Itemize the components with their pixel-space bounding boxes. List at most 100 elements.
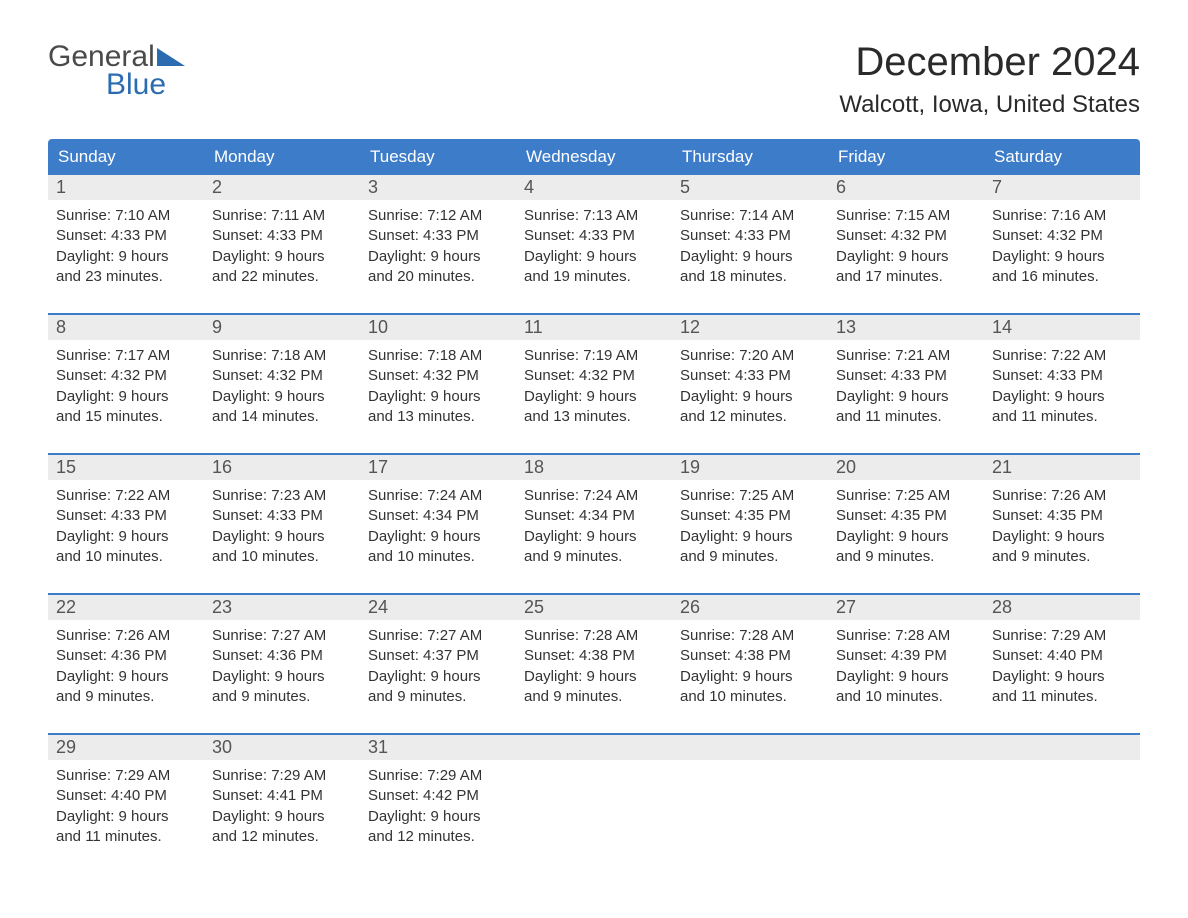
week-row: 1Sunrise: 7:10 AMSunset: 4:33 PMDaylight… <box>48 175 1140 295</box>
day-sunrise: Sunrise: 7:24 AM <box>524 486 664 506</box>
day-number: . <box>828 735 984 760</box>
day-d2: and 9 minutes. <box>212 687 352 707</box>
day-cell: 21Sunrise: 7:26 AMSunset: 4:35 PMDayligh… <box>984 455 1140 575</box>
day-d1: Daylight: 9 hours <box>368 667 508 687</box>
day-d1: Daylight: 9 hours <box>836 527 976 547</box>
day-sunrise: Sunrise: 7:18 AM <box>368 346 508 366</box>
day-sunrise: Sunrise: 7:14 AM <box>680 206 820 226</box>
day-d1: Daylight: 9 hours <box>56 527 196 547</box>
location: Walcott, Iowa, United States <box>839 91 1140 119</box>
day-d1: Daylight: 9 hours <box>992 247 1132 267</box>
day-d1: Daylight: 9 hours <box>368 807 508 827</box>
day-sunrise: Sunrise: 7:17 AM <box>56 346 196 366</box>
day-number: . <box>516 735 672 760</box>
day-number: 13 <box>828 315 984 340</box>
day-d2: and 9 minutes. <box>524 547 664 567</box>
day-cell: 20Sunrise: 7:25 AMSunset: 4:35 PMDayligh… <box>828 455 984 575</box>
day-body: Sunrise: 7:28 AMSunset: 4:38 PMDaylight:… <box>672 620 828 715</box>
day-cell: 23Sunrise: 7:27 AMSunset: 4:36 PMDayligh… <box>204 595 360 715</box>
day-sunset: Sunset: 4:33 PM <box>524 226 664 246</box>
title-block: December 2024 Walcott, Iowa, United Stat… <box>839 40 1140 119</box>
day-sunset: Sunset: 4:33 PM <box>368 226 508 246</box>
day-sunset: Sunset: 4:36 PM <box>212 646 352 666</box>
day-d2: and 10 minutes. <box>212 547 352 567</box>
day-sunrise: Sunrise: 7:25 AM <box>680 486 820 506</box>
day-d2: and 12 minutes. <box>680 407 820 427</box>
day-d1: Daylight: 9 hours <box>212 387 352 407</box>
day-sunset: Sunset: 4:36 PM <box>56 646 196 666</box>
calendar: Sunday Monday Tuesday Wednesday Thursday… <box>48 139 1140 855</box>
day-number: 9 <box>204 315 360 340</box>
day-sunset: Sunset: 4:37 PM <box>368 646 508 666</box>
day-d2: and 9 minutes. <box>368 687 508 707</box>
day-cell: 22Sunrise: 7:26 AMSunset: 4:36 PMDayligh… <box>48 595 204 715</box>
day-sunrise: Sunrise: 7:21 AM <box>836 346 976 366</box>
day-sunrise: Sunrise: 7:29 AM <box>212 766 352 786</box>
day-body: Sunrise: 7:13 AMSunset: 4:33 PMDaylight:… <box>516 200 672 295</box>
day-number: 27 <box>828 595 984 620</box>
day-sunrise: Sunrise: 7:24 AM <box>368 486 508 506</box>
day-body: Sunrise: 7:21 AMSunset: 4:33 PMDaylight:… <box>828 340 984 435</box>
day-d2: and 10 minutes. <box>680 687 820 707</box>
day-body: Sunrise: 7:14 AMSunset: 4:33 PMDaylight:… <box>672 200 828 295</box>
day-sunset: Sunset: 4:35 PM <box>836 506 976 526</box>
day-d2: and 9 minutes. <box>56 687 196 707</box>
day-cell: 15Sunrise: 7:22 AMSunset: 4:33 PMDayligh… <box>48 455 204 575</box>
day-d1: Daylight: 9 hours <box>992 667 1132 687</box>
day-d2: and 13 minutes. <box>524 407 664 427</box>
day-d2: and 9 minutes. <box>992 547 1132 567</box>
weeks-container: 1Sunrise: 7:10 AMSunset: 4:33 PMDaylight… <box>48 175 1140 855</box>
day-body: Sunrise: 7:26 AMSunset: 4:35 PMDaylight:… <box>984 480 1140 575</box>
day-d2: and 11 minutes. <box>836 407 976 427</box>
day-sunrise: Sunrise: 7:19 AM <box>524 346 664 366</box>
brand-text-bottom: Blue <box>106 68 166 102</box>
day-body: Sunrise: 7:25 AMSunset: 4:35 PMDaylight:… <box>828 480 984 575</box>
day-d1: Daylight: 9 hours <box>368 387 508 407</box>
day-sunset: Sunset: 4:33 PM <box>836 366 976 386</box>
day-sunrise: Sunrise: 7:28 AM <box>524 626 664 646</box>
day-sunset: Sunset: 4:32 PM <box>524 366 664 386</box>
day-d2: and 17 minutes. <box>836 267 976 287</box>
day-d2: and 16 minutes. <box>992 267 1132 287</box>
day-sunrise: Sunrise: 7:15 AM <box>836 206 976 226</box>
day-number: 12 <box>672 315 828 340</box>
day-sunset: Sunset: 4:32 PM <box>836 226 976 246</box>
day-d2: and 15 minutes. <box>56 407 196 427</box>
day-cell: . <box>672 735 828 855</box>
day-body: Sunrise: 7:20 AMSunset: 4:33 PMDaylight:… <box>672 340 828 435</box>
week-row: 29Sunrise: 7:29 AMSunset: 4:40 PMDayligh… <box>48 733 1140 855</box>
day-d1: Daylight: 9 hours <box>56 807 196 827</box>
day-number: 24 <box>360 595 516 620</box>
day-body: Sunrise: 7:29 AMSunset: 4:41 PMDaylight:… <box>204 760 360 855</box>
day-number: 2 <box>204 175 360 200</box>
day-d2: and 11 minutes. <box>992 687 1132 707</box>
day-d2: and 19 minutes. <box>524 267 664 287</box>
day-cell: . <box>984 735 1140 855</box>
day-body: Sunrise: 7:11 AMSunset: 4:33 PMDaylight:… <box>204 200 360 295</box>
day-body: Sunrise: 7:25 AMSunset: 4:35 PMDaylight:… <box>672 480 828 575</box>
weekday-header: Sunday Monday Tuesday Wednesday Thursday… <box>48 139 1140 175</box>
day-cell: 5Sunrise: 7:14 AMSunset: 4:33 PMDaylight… <box>672 175 828 295</box>
month-title: December 2024 <box>839 40 1140 85</box>
day-number: . <box>984 735 1140 760</box>
day-sunrise: Sunrise: 7:12 AM <box>368 206 508 226</box>
day-cell: 29Sunrise: 7:29 AMSunset: 4:40 PMDayligh… <box>48 735 204 855</box>
day-number: 3 <box>360 175 516 200</box>
day-sunrise: Sunrise: 7:27 AM <box>368 626 508 646</box>
day-sunrise: Sunrise: 7:27 AM <box>212 626 352 646</box>
day-cell: 18Sunrise: 7:24 AMSunset: 4:34 PMDayligh… <box>516 455 672 575</box>
day-d1: Daylight: 9 hours <box>836 667 976 687</box>
day-d1: Daylight: 9 hours <box>212 807 352 827</box>
day-number: . <box>672 735 828 760</box>
day-sunrise: Sunrise: 7:10 AM <box>56 206 196 226</box>
day-sunrise: Sunrise: 7:26 AM <box>992 486 1132 506</box>
day-number: 10 <box>360 315 516 340</box>
day-d2: and 12 minutes. <box>212 827 352 847</box>
day-cell: 17Sunrise: 7:24 AMSunset: 4:34 PMDayligh… <box>360 455 516 575</box>
day-number: 8 <box>48 315 204 340</box>
day-number: 22 <box>48 595 204 620</box>
day-body: Sunrise: 7:29 AMSunset: 4:40 PMDaylight:… <box>48 760 204 855</box>
day-sunset: Sunset: 4:34 PM <box>524 506 664 526</box>
day-d1: Daylight: 9 hours <box>524 387 664 407</box>
day-d2: and 11 minutes. <box>56 827 196 847</box>
